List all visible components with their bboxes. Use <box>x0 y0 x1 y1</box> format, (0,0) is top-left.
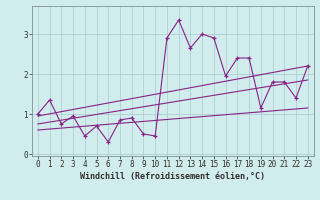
X-axis label: Windchill (Refroidissement éolien,°C): Windchill (Refroidissement éolien,°C) <box>80 172 265 181</box>
